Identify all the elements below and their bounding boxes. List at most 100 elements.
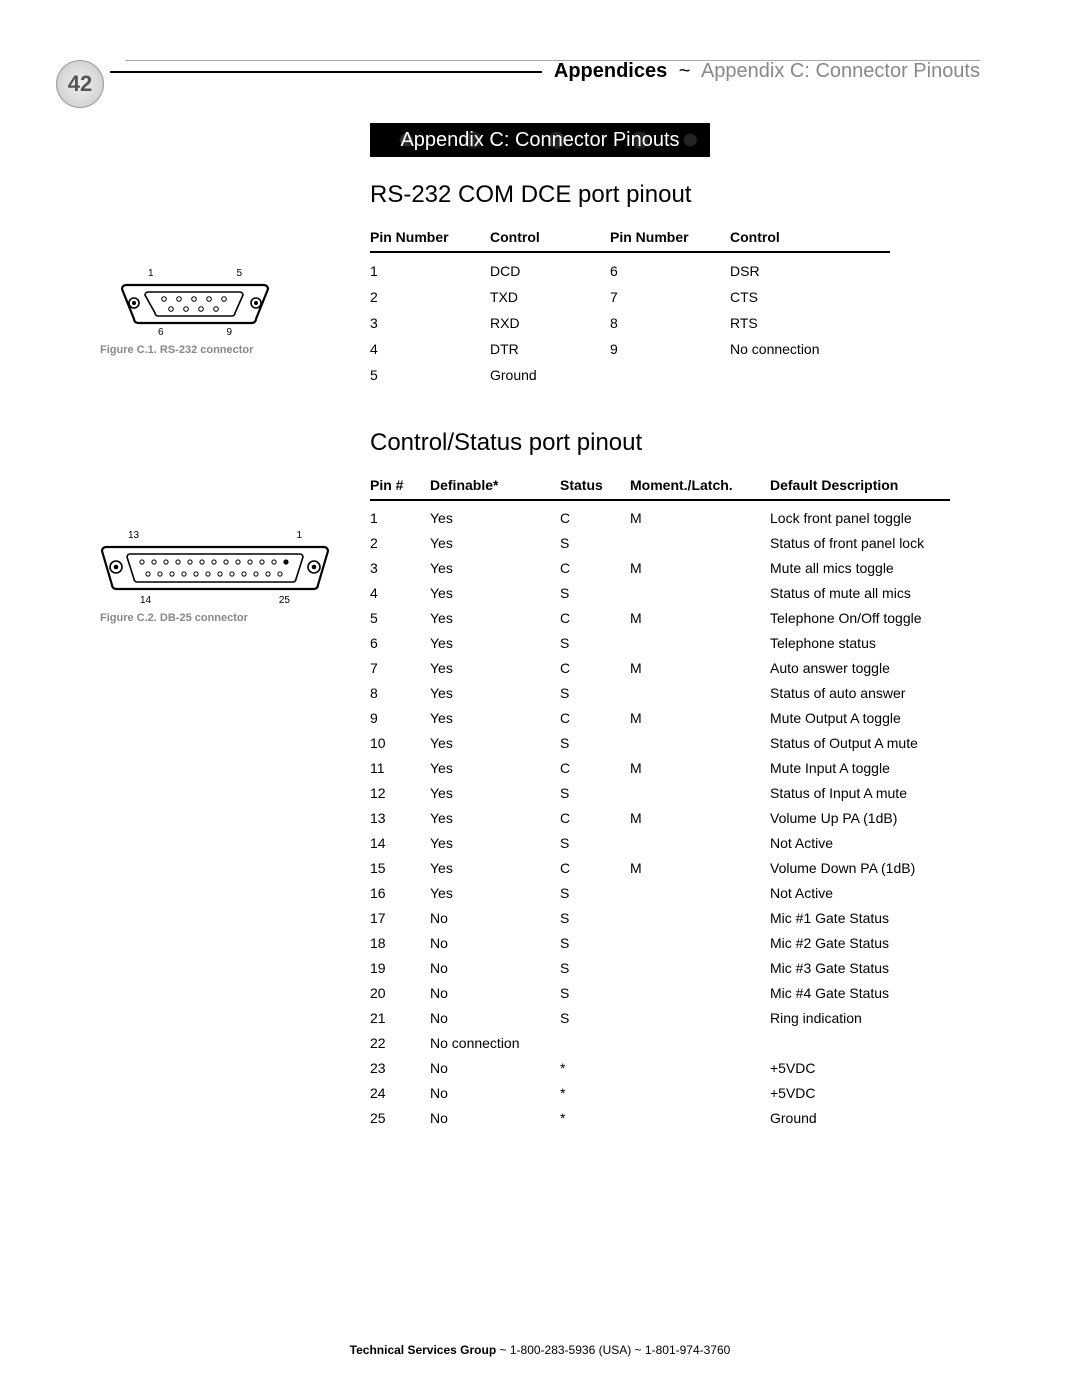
table-row: 10YesS Status of Output A mute	[370, 726, 950, 751]
cell: S	[560, 835, 630, 851]
cell: 18	[370, 935, 430, 951]
table-row: 4YesSStatus of mute all mics	[370, 576, 950, 601]
cell: Volume Up PA (1dB)	[770, 810, 950, 826]
cell: Yes	[430, 735, 560, 751]
section-rs232: RS-232 COM DCE port pinout Pin Number Co…	[370, 181, 980, 383]
table-row: 23No*+5VDC	[370, 1051, 950, 1076]
cell: No	[430, 1110, 560, 1126]
col-pin1: Pin Number	[370, 229, 490, 245]
cell: Yes	[430, 685, 560, 701]
control-status-table: Pin # Definable* Status Moment./Latch. D…	[370, 477, 950, 1126]
cell: S	[560, 635, 630, 651]
cell: No	[430, 960, 560, 976]
table-row: 18NoSMic #2 Gate Status	[370, 926, 950, 951]
cell	[610, 367, 730, 383]
col-ctrl1: Control	[490, 229, 610, 245]
figure-rs232: 1 5 6 9 Figure C.1. RS-232 conne	[100, 268, 320, 356]
cell: No	[430, 1085, 560, 1101]
cell: Status of Output A mute	[770, 735, 950, 751]
cell: S	[560, 885, 630, 901]
col-pin: Pin #	[370, 477, 430, 493]
cell	[630, 1085, 770, 1101]
cell: 19	[370, 960, 430, 976]
header-sep: ~	[679, 60, 691, 82]
table-row: 22No connection	[370, 1026, 950, 1051]
cell: S	[560, 585, 630, 601]
cell: Status of auto answer	[770, 685, 950, 701]
cell: No	[430, 985, 560, 1001]
table-row: 2TXD7CTS	[370, 279, 890, 305]
cell: Status of Input A mute	[770, 785, 950, 801]
cell: C	[560, 510, 630, 526]
table-row: 19NoSMic #3 Gate Status	[370, 951, 950, 976]
page-number-badge: 42	[56, 60, 104, 108]
cell: M	[630, 610, 770, 626]
cell: RTS	[730, 315, 890, 331]
cell: *	[560, 1110, 630, 1126]
banner-text: Appendix C: Connector Pinouts	[400, 129, 679, 152]
cell: S	[560, 535, 630, 551]
cell: M	[630, 710, 770, 726]
cell: Yes	[430, 760, 560, 776]
cell: Yes	[430, 810, 560, 826]
cell: 10	[370, 735, 430, 751]
cell: Ground	[490, 367, 610, 383]
cell: 20	[370, 985, 430, 1001]
col-definable: Definable*	[430, 477, 560, 493]
cell	[630, 885, 770, 901]
cell: 3	[370, 560, 430, 576]
header-gray: Appendix C: Connector Pinouts	[701, 60, 980, 82]
cell: S	[560, 785, 630, 801]
cell: +5VDC	[770, 1085, 950, 1101]
table-row: 25No*Ground	[370, 1101, 950, 1126]
cell: 8	[370, 685, 430, 701]
cell: C	[560, 710, 630, 726]
col-ctrl2: Control	[730, 229, 890, 245]
page-header: 42 Appendices ~ Appendix C: Connector Pi…	[100, 60, 980, 83]
col-moment-latch: Moment./Latch.	[630, 477, 770, 493]
cell: 4	[370, 341, 490, 357]
cell: Ring indication	[770, 1010, 950, 1026]
table-row: 8YesS Status of auto answer	[370, 676, 950, 701]
cell: Ground	[770, 1110, 950, 1126]
cell: No	[430, 1010, 560, 1026]
cell: TXD	[490, 289, 610, 305]
cell: Yes	[430, 710, 560, 726]
footer-rest: ~ 1-800-283-5936 (USA) ~ 1-801-974-3760	[496, 1343, 730, 1357]
cell: 12	[370, 785, 430, 801]
cell: 1	[370, 263, 490, 279]
footer-bold: Technical Services Group	[350, 1343, 497, 1357]
cell: No	[430, 1060, 560, 1076]
cell: +5VDC	[770, 1060, 950, 1076]
cell: S	[560, 685, 630, 701]
cell: RXD	[490, 315, 610, 331]
cell: DSR	[730, 263, 890, 279]
cell: Telephone On/Off toggle	[770, 610, 950, 626]
table-row: 15YesCMVolume Down PA (1dB)	[370, 851, 950, 876]
cell: No	[430, 910, 560, 926]
cell: Yes	[430, 535, 560, 551]
cell: M	[630, 510, 770, 526]
cell: Telephone status	[770, 635, 950, 651]
cell	[630, 735, 770, 751]
cell: S	[560, 1010, 630, 1026]
cell: S	[560, 735, 630, 751]
header-bold: Appendices	[554, 60, 667, 82]
col-pin2: Pin Number	[610, 229, 730, 245]
db25-connector-drawing: 13 1	[100, 530, 330, 606]
cell: DTR	[490, 341, 610, 357]
cell	[630, 635, 770, 651]
cell: Auto answer toggle	[770, 660, 950, 676]
table-row: 20NoSMic #4 Gate Status	[370, 976, 950, 1001]
table-row: 14YesSNot Active	[370, 826, 950, 851]
cell: C	[560, 560, 630, 576]
table-row: 3YesCMMute all mics toggle	[370, 551, 950, 576]
figure1-caption: Figure C.1. RS-232 connector	[100, 344, 320, 356]
cell: Mic #3 Gate Status	[770, 960, 950, 976]
cell	[560, 1035, 630, 1051]
cell: Yes	[430, 660, 560, 676]
table-row: 17NoSMic #1 Gate Status	[370, 901, 950, 926]
col-status: Status	[560, 477, 630, 493]
cell: Not Active	[770, 885, 950, 901]
page-footer: Technical Services Group ~ 1-800-283-593…	[0, 1343, 1080, 1357]
